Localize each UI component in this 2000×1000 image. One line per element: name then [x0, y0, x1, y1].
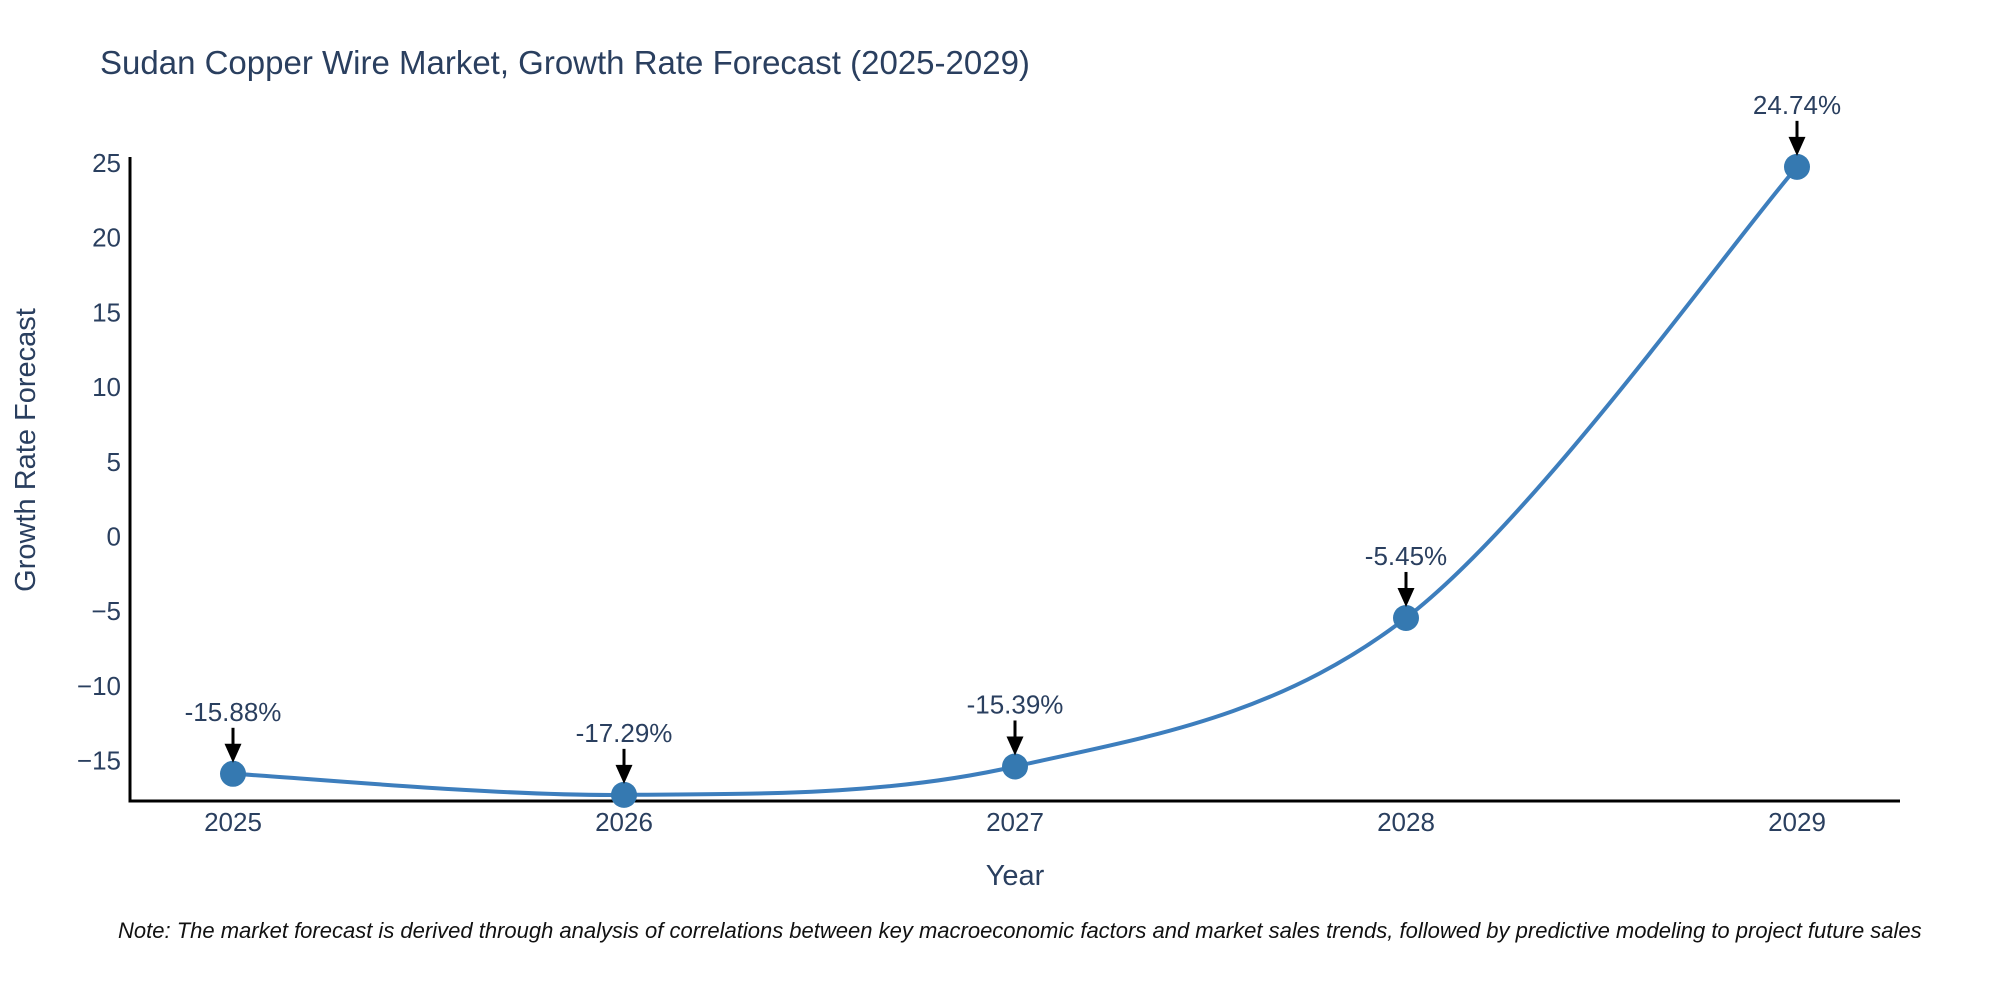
annotation-arrow-head	[1006, 736, 1024, 756]
x-tick-label: 2026	[595, 807, 653, 837]
x-tick-label: 2028	[1377, 807, 1435, 837]
annotation-label: -17.29%	[576, 718, 673, 748]
annotation-label: 24.74%	[1753, 90, 1841, 120]
annotation-label: -5.45%	[1365, 541, 1447, 571]
y-tick-label: 0	[107, 522, 121, 552]
data-point-2026	[611, 781, 637, 808]
data-point-2027	[1002, 753, 1028, 780]
annotation-label: -15.39%	[967, 689, 1064, 719]
x-tick-label: 2029	[1768, 807, 1826, 837]
x-tick-label: 2025	[204, 807, 262, 837]
annotation-arrow-head	[1788, 136, 1806, 156]
data-point-2029	[1784, 153, 1810, 180]
data-point-2028	[1393, 604, 1419, 631]
y-tick-label: −15	[77, 746, 121, 776]
annotation-arrow-head	[615, 764, 633, 784]
annotation-arrow-head	[1397, 587, 1415, 607]
y-tick-label: −10	[77, 671, 121, 701]
x-axis-title: Year	[986, 860, 1045, 892]
y-tick-label: −5	[91, 596, 121, 626]
data-point-2025	[220, 760, 246, 787]
chart-footnote: Note: The market forecast is derived thr…	[118, 918, 1922, 943]
annotation-arrow-head	[224, 743, 242, 763]
chart-title: Sudan Copper Wire Market, Growth Rate Fo…	[100, 44, 1030, 81]
y-tick-label: 10	[92, 372, 121, 402]
y-tick-label: 5	[107, 447, 121, 477]
y-axis-title: Growth Rate Forecast	[10, 308, 42, 592]
x-tick-label: 2027	[986, 807, 1044, 837]
y-tick-label: 15	[92, 297, 121, 327]
y-tick-label: 25	[92, 148, 121, 178]
annotation-label: -15.88%	[185, 697, 282, 727]
forecast-line	[231, 164, 1799, 797]
y-tick-label: 20	[92, 223, 121, 253]
